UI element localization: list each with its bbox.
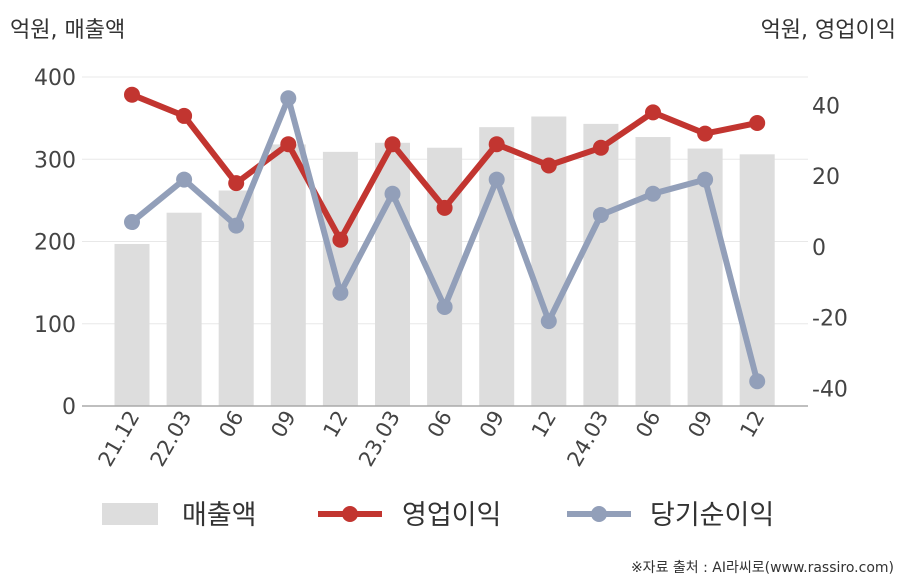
net-income-point xyxy=(749,373,766,390)
x-tick-label: 24.03 xyxy=(562,407,613,471)
legend-label: 매출액 xyxy=(182,500,257,531)
revenue-bar xyxy=(114,243,150,406)
left-tick-label: 300 xyxy=(34,148,76,173)
x-tick-label: 22.03 xyxy=(146,407,197,471)
net-income-point xyxy=(697,171,714,188)
x-tick-label: 06 xyxy=(214,407,248,442)
left-tick-label: 200 xyxy=(34,231,76,256)
left-tick-label: 0 xyxy=(62,395,76,420)
x-tick-label: 23.03 xyxy=(354,407,405,471)
x-tick-label: 06 xyxy=(631,407,665,442)
operating-profit-point xyxy=(228,175,245,192)
operating-profit-point xyxy=(280,136,297,153)
right-tick-label: -40 xyxy=(812,377,848,402)
operating-profit-point xyxy=(592,139,609,156)
x-tick-label: 21.12 xyxy=(93,407,144,471)
legend-swatch-revenue xyxy=(102,503,158,525)
left-tick-label: 100 xyxy=(34,313,76,338)
x-tick-label: 09 xyxy=(475,407,509,442)
legend-label: 영업이익 xyxy=(402,500,501,531)
net-income-point xyxy=(228,217,245,234)
revenue-bar xyxy=(583,123,619,406)
net-income-point xyxy=(488,171,505,188)
net-income-point xyxy=(124,214,140,231)
net-income-point xyxy=(645,185,661,202)
revenue-bar xyxy=(739,154,775,406)
operating-profit-point xyxy=(697,125,714,142)
x-tick-label: 12 xyxy=(319,407,353,442)
right-tick-label: 40 xyxy=(812,94,840,119)
x-tick-label: 06 xyxy=(423,407,457,442)
legend-label: 당기순이익 xyxy=(650,500,774,531)
operating-profit-point xyxy=(384,136,401,153)
net-income-point xyxy=(280,90,297,107)
revenue-bar xyxy=(635,137,671,407)
operating-profit-point xyxy=(540,157,557,174)
x-tick-label: 12 xyxy=(527,407,561,442)
right-tick-label: 20 xyxy=(812,165,840,190)
left-tick-label: 400 xyxy=(34,66,76,91)
operating-profit-point xyxy=(332,231,349,248)
operating-profit-point xyxy=(645,104,661,121)
left-axis-unit-label: 억원, 매출액 xyxy=(10,18,125,43)
net-income-point xyxy=(436,298,453,315)
x-tick-label: 09 xyxy=(266,407,300,442)
legend-marker-net-income xyxy=(591,506,607,522)
revenue-bar xyxy=(322,151,358,406)
net-income-point xyxy=(384,185,401,202)
x-axis-ticks: 21.12 22.03 06 09 12 23.03 06 09 12 24.03 06 09 12 xyxy=(93,407,769,471)
right-axis-unit-label: 억원, 영업이익 xyxy=(761,18,896,43)
legend: 매출액 영업이익 당기순이익 xyxy=(102,500,774,531)
revenue-bar xyxy=(166,212,202,406)
net-income-point xyxy=(176,171,193,188)
legend-marker-operating-profit xyxy=(342,506,358,522)
revenue-bar xyxy=(270,144,306,406)
right-axis-ticks: -40 -20 0 20 40 xyxy=(812,94,848,402)
operating-profit-point xyxy=(176,107,193,124)
net-income-point xyxy=(332,284,349,301)
right-tick-label: 0 xyxy=(812,236,826,261)
operating-profit-point xyxy=(436,199,453,216)
line-series xyxy=(124,86,766,390)
operating-profit-point xyxy=(124,86,140,103)
revenue-bar xyxy=(479,127,515,407)
left-axis-ticks: 0 100 200 300 400 xyxy=(34,66,76,420)
x-tick-label: 12 xyxy=(735,407,769,442)
net-income-point xyxy=(592,206,609,223)
x-tick-label: 09 xyxy=(683,407,717,442)
net-income-point xyxy=(540,313,557,330)
source-note: ※자료 출처 : AI라씨로(www.rassiro.com) xyxy=(631,560,894,576)
revenue-bar xyxy=(375,142,410,407)
operating-profit-point xyxy=(488,136,505,153)
operating-profit-point xyxy=(749,114,766,131)
right-tick-label: -20 xyxy=(812,307,848,332)
revenue-bars xyxy=(114,116,775,407)
